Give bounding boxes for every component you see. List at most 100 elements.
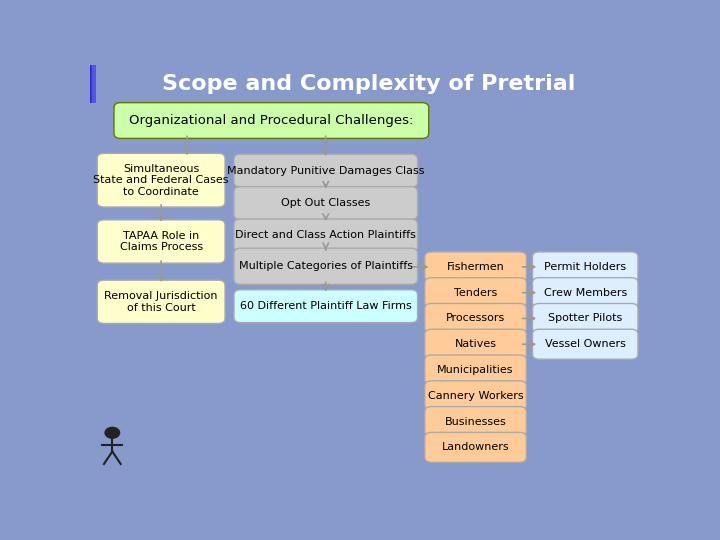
Bar bbox=[90, 65, 93, 103]
FancyBboxPatch shape bbox=[114, 103, 428, 138]
Text: Tenders: Tenders bbox=[454, 288, 498, 298]
Bar bbox=[91, 65, 94, 103]
Bar bbox=[91, 65, 94, 103]
Text: Municipalities: Municipalities bbox=[437, 365, 514, 375]
Bar bbox=[91, 65, 94, 103]
Bar bbox=[92, 65, 95, 103]
FancyBboxPatch shape bbox=[533, 329, 638, 359]
Bar bbox=[91, 65, 94, 103]
Bar bbox=[90, 65, 93, 103]
Bar bbox=[91, 65, 94, 103]
Bar bbox=[91, 65, 94, 103]
Bar bbox=[91, 65, 93, 103]
Bar bbox=[91, 65, 94, 103]
Bar bbox=[91, 65, 94, 103]
Bar bbox=[91, 65, 94, 103]
Bar bbox=[92, 65, 95, 103]
Bar bbox=[91, 65, 94, 103]
Bar bbox=[92, 65, 94, 103]
Bar bbox=[92, 65, 95, 103]
Bar bbox=[90, 65, 93, 103]
Bar bbox=[91, 65, 93, 103]
Bar bbox=[92, 65, 95, 103]
Bar bbox=[92, 65, 95, 103]
Text: Natives: Natives bbox=[454, 339, 497, 349]
Bar bbox=[91, 65, 94, 103]
Bar bbox=[93, 65, 96, 103]
Bar bbox=[91, 65, 94, 103]
Bar bbox=[90, 65, 93, 103]
Bar bbox=[91, 65, 94, 103]
Bar bbox=[91, 65, 94, 103]
FancyBboxPatch shape bbox=[533, 303, 638, 333]
Bar bbox=[93, 65, 96, 103]
Bar bbox=[92, 65, 95, 103]
Bar bbox=[92, 65, 95, 103]
Bar bbox=[91, 65, 94, 103]
Bar bbox=[91, 65, 94, 103]
Text: Cannery Workers: Cannery Workers bbox=[428, 391, 523, 401]
Bar bbox=[92, 65, 95, 103]
Bar bbox=[90, 65, 93, 103]
FancyBboxPatch shape bbox=[234, 290, 418, 322]
Bar bbox=[91, 65, 94, 103]
FancyBboxPatch shape bbox=[234, 154, 418, 187]
Bar bbox=[91, 65, 94, 103]
Bar bbox=[92, 65, 95, 103]
Bar bbox=[90, 65, 93, 103]
Bar bbox=[92, 65, 95, 103]
Bar bbox=[90, 65, 93, 103]
Bar bbox=[92, 65, 95, 103]
Bar bbox=[91, 65, 94, 103]
Bar bbox=[91, 65, 94, 103]
Bar bbox=[91, 65, 94, 103]
Text: 60 Different Plaintiff Law Firms: 60 Different Plaintiff Law Firms bbox=[240, 301, 412, 311]
Bar bbox=[91, 65, 93, 103]
Bar bbox=[90, 65, 93, 103]
Bar bbox=[91, 65, 94, 103]
Bar bbox=[93, 65, 96, 103]
Bar bbox=[93, 65, 96, 103]
Bar bbox=[92, 65, 95, 103]
Bar bbox=[91, 65, 94, 103]
Bar bbox=[91, 65, 94, 103]
Bar bbox=[92, 65, 95, 103]
Bar bbox=[91, 65, 93, 103]
Bar bbox=[90, 65, 93, 103]
Bar bbox=[92, 65, 95, 103]
Bar bbox=[92, 65, 95, 103]
Text: Direct and Class Action Plaintiffs: Direct and Class Action Plaintiffs bbox=[235, 231, 416, 240]
Bar bbox=[92, 65, 95, 103]
Bar bbox=[92, 65, 95, 103]
Bar bbox=[93, 65, 95, 103]
Bar bbox=[93, 65, 95, 103]
Bar bbox=[92, 65, 95, 103]
Bar bbox=[90, 65, 93, 103]
Bar bbox=[91, 65, 93, 103]
Text: Multiple Categories of Plaintiffs: Multiple Categories of Plaintiffs bbox=[239, 261, 413, 271]
Bar bbox=[92, 65, 95, 103]
Text: Spotter Pilots: Spotter Pilots bbox=[548, 313, 622, 323]
Text: Vessel Owners: Vessel Owners bbox=[545, 339, 626, 349]
Text: Simultaneous
State and Federal Cases
to Coordinate: Simultaneous State and Federal Cases to … bbox=[94, 164, 229, 197]
Bar bbox=[91, 65, 94, 103]
Bar bbox=[90, 65, 93, 103]
FancyBboxPatch shape bbox=[97, 220, 225, 263]
Text: Businesses: Businesses bbox=[445, 416, 506, 427]
Text: Removal Jurisdiction
of this Court: Removal Jurisdiction of this Court bbox=[104, 291, 218, 313]
Text: Landowners: Landowners bbox=[442, 442, 509, 453]
Bar bbox=[91, 65, 94, 103]
Text: Scope and Complexity of Pretrial: Scope and Complexity of Pretrial bbox=[162, 74, 576, 94]
Bar bbox=[91, 65, 94, 103]
Bar bbox=[92, 65, 94, 103]
Bar bbox=[92, 65, 95, 103]
Bar bbox=[92, 65, 95, 103]
Bar bbox=[92, 65, 94, 103]
Bar bbox=[91, 65, 94, 103]
Bar bbox=[91, 65, 93, 103]
Bar bbox=[91, 65, 94, 103]
Bar bbox=[92, 65, 95, 103]
Bar bbox=[93, 65, 95, 103]
Bar bbox=[91, 65, 94, 103]
Bar bbox=[90, 65, 93, 103]
